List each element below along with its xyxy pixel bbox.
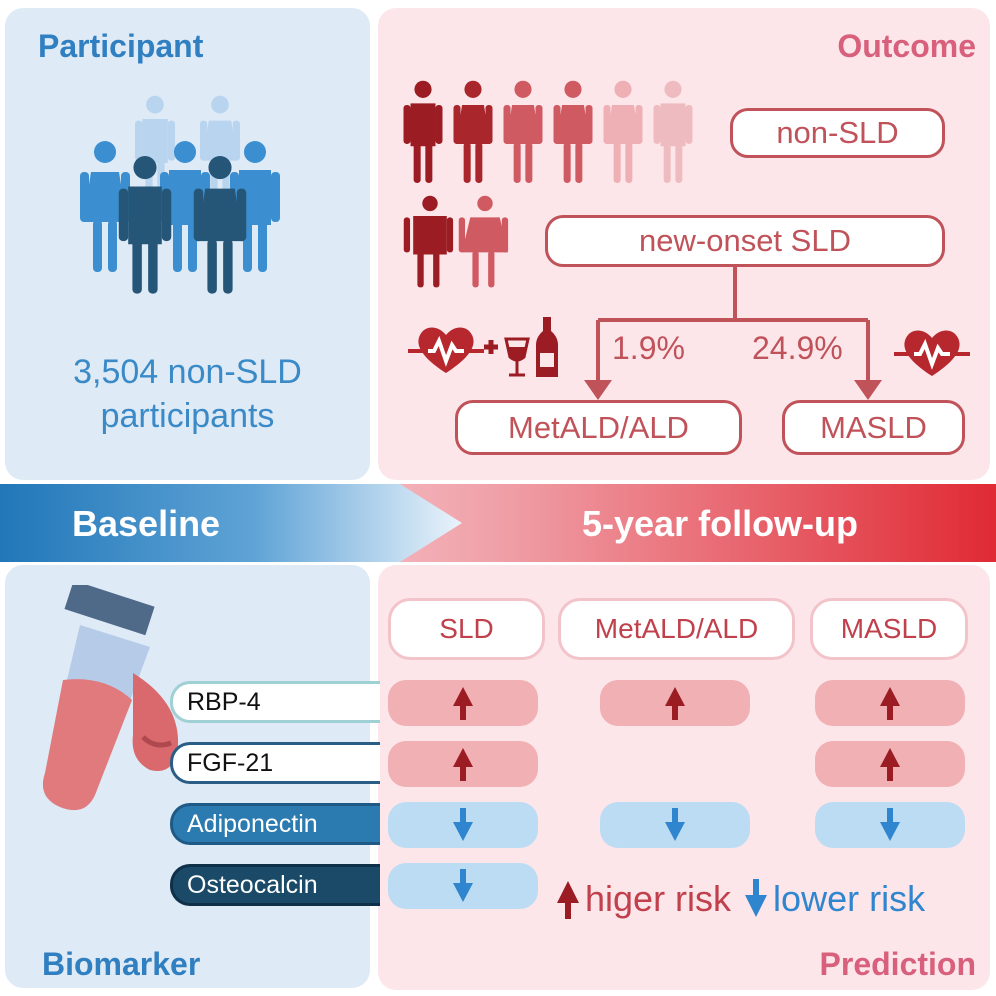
outcome-people-icon <box>403 80 693 288</box>
higher-risk-cell <box>815 680 965 726</box>
person-icon <box>553 80 593 183</box>
lower-risk-cell <box>600 802 750 848</box>
down-arrow-icon <box>880 808 900 841</box>
higher-risk-cell <box>388 741 538 787</box>
up-arrow-icon <box>880 748 900 781</box>
person-icon <box>193 156 247 294</box>
metald-box: MetALD/ALD <box>455 400 742 455</box>
biomarker-rbp-4: RBP-4 <box>170 681 380 723</box>
down-arrow-icon <box>745 879 768 917</box>
heart-rate-icon <box>894 330 970 376</box>
person-icon <box>118 156 172 294</box>
down-arrow-icon <box>665 808 685 841</box>
up-arrow-icon <box>453 748 473 781</box>
legend-higher-risk: higer risk <box>585 878 732 919</box>
person-icon <box>403 80 443 183</box>
new-onset-sld-box: new-onset SLD <box>545 215 945 267</box>
up-arrow-icon <box>453 687 473 720</box>
biomarker-fgf-21: FGF-21 <box>170 742 380 784</box>
timeline-banner <box>0 484 996 562</box>
participant-count-line2: participants <box>100 397 275 435</box>
higher-risk-cell <box>600 680 750 726</box>
person-icon <box>458 195 509 288</box>
down-arrow-icon <box>453 808 473 841</box>
up-arrow-icon <box>880 687 900 720</box>
prediction-column-header: MASLD <box>810 598 968 660</box>
branch-connector <box>584 267 882 400</box>
down-arrow-icon <box>453 869 473 902</box>
risk-legend: higer risk lower risk <box>555 878 925 920</box>
participant-count-line1: 3,504 non-SLD <box>73 353 302 391</box>
blood-tube-icon <box>42 585 179 811</box>
biomarker-osteocalcin: Osteocalcin <box>170 864 380 906</box>
followup-label: 5-year follow-up <box>582 503 859 544</box>
participants-group-icon <box>80 95 280 294</box>
higher-risk-cell <box>815 741 965 787</box>
prediction-column-header: MetALD/ALD <box>558 598 795 660</box>
participant-panel <box>5 8 370 480</box>
person-icon <box>403 195 454 288</box>
lower-risk-cell <box>388 802 538 848</box>
prediction-column-header: SLD <box>388 598 545 660</box>
masld-box: MASLD <box>782 400 965 455</box>
outcome-title: Outcome <box>837 28 976 64</box>
higher-risk-cell <box>388 680 538 726</box>
biomarker-title: Biomarker <box>42 946 201 982</box>
non-sld-box: non-SLD <box>730 108 945 158</box>
participant-count: 3,504 non-SLD participants <box>0 350 375 438</box>
baseline-label: Baseline <box>72 503 221 544</box>
masld-percent: 24.9% <box>752 330 843 366</box>
person-icon <box>603 80 643 183</box>
person-icon <box>453 80 493 183</box>
person-icon <box>653 80 693 183</box>
person-icon <box>503 80 543 183</box>
metald-percent: 1.9% <box>612 330 685 366</box>
biomarker-adiponectin: Adiponectin <box>170 803 380 845</box>
lower-risk-cell <box>388 863 538 909</box>
up-arrow-icon <box>665 687 685 720</box>
prediction-title: Prediction <box>819 946 976 982</box>
up-arrow-icon <box>557 881 579 919</box>
legend-lower-risk: lower risk <box>773 878 926 919</box>
lower-risk-cell <box>815 802 965 848</box>
participant-title: Participant <box>38 28 204 64</box>
heart-plus-alcohol-icon <box>408 317 558 377</box>
